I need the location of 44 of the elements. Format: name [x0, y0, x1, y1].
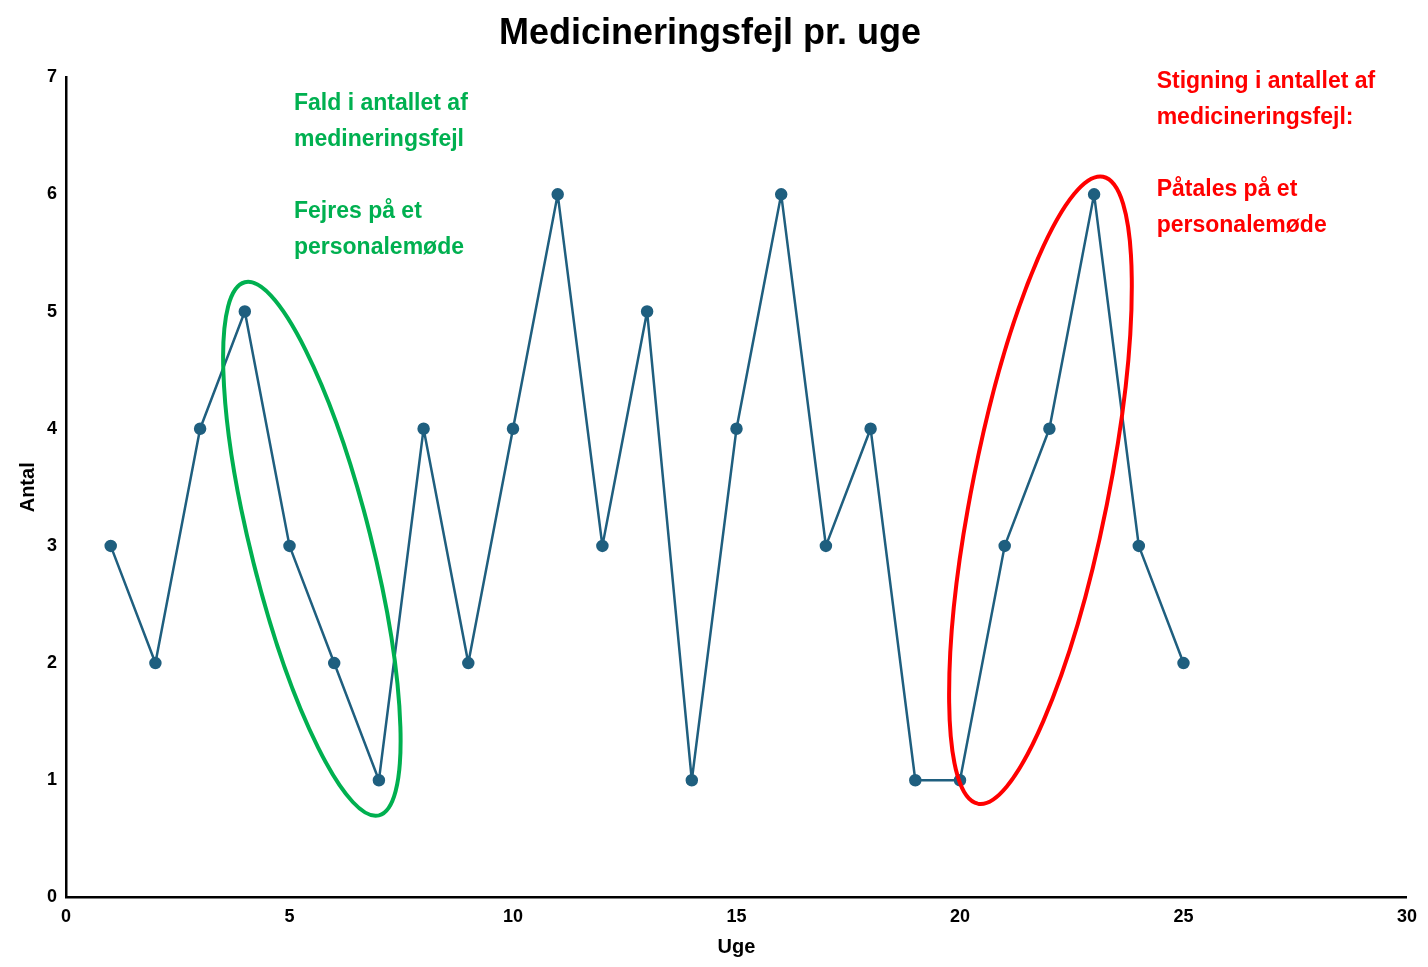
y-tick-label: 6 [47, 183, 58, 204]
y-axis-title: Antal [15, 462, 38, 513]
point [864, 422, 877, 435]
point [998, 539, 1011, 553]
y-tick-label: 1 [47, 769, 58, 790]
x-tick-label: 5 [284, 906, 295, 927]
point [104, 539, 117, 553]
y-tick-label: 7 [47, 66, 58, 87]
point [774, 188, 788, 201]
point [327, 656, 341, 670]
chart-title: Medicineringsfejl pr. uge [498, 10, 922, 52]
y-tick-label: 4 [47, 417, 58, 438]
x-tick-label: 25 [1173, 906, 1194, 927]
point [551, 188, 564, 201]
point [1043, 422, 1056, 435]
point [506, 422, 520, 435]
text: Stigning i antallet af medicineringsfejl: Påtales på et personalemøde [1156, 67, 1376, 238]
x-tick-label: 20 [949, 906, 971, 927]
point [283, 539, 296, 553]
point [238, 305, 252, 318]
text: Fald i antallet af medineringsfejl Fejres på et personalemøde [293, 89, 468, 260]
x-tick-label: 0 [61, 906, 72, 927]
y-tick-label: 0 [47, 886, 58, 907]
point [372, 773, 386, 787]
x-tick-label: 10 [502, 906, 524, 927]
y-tick-label: 5 [47, 300, 58, 321]
point [417, 422, 430, 435]
point [596, 539, 609, 553]
x-axis-title: Uge [717, 934, 756, 957]
point [1177, 656, 1190, 670]
point [462, 656, 475, 670]
x-tick-label: 15 [726, 906, 747, 927]
point [1087, 188, 1101, 201]
point [685, 773, 699, 787]
point [149, 656, 162, 670]
x-tick-label: 30 [1396, 906, 1417, 927]
point [819, 539, 833, 553]
point [640, 305, 654, 318]
point [193, 422, 207, 435]
y-tick-label: 2 [47, 652, 58, 673]
point [730, 422, 743, 435]
y-tick-label: 3 [47, 534, 58, 555]
point [1132, 539, 1146, 553]
point [909, 773, 922, 787]
